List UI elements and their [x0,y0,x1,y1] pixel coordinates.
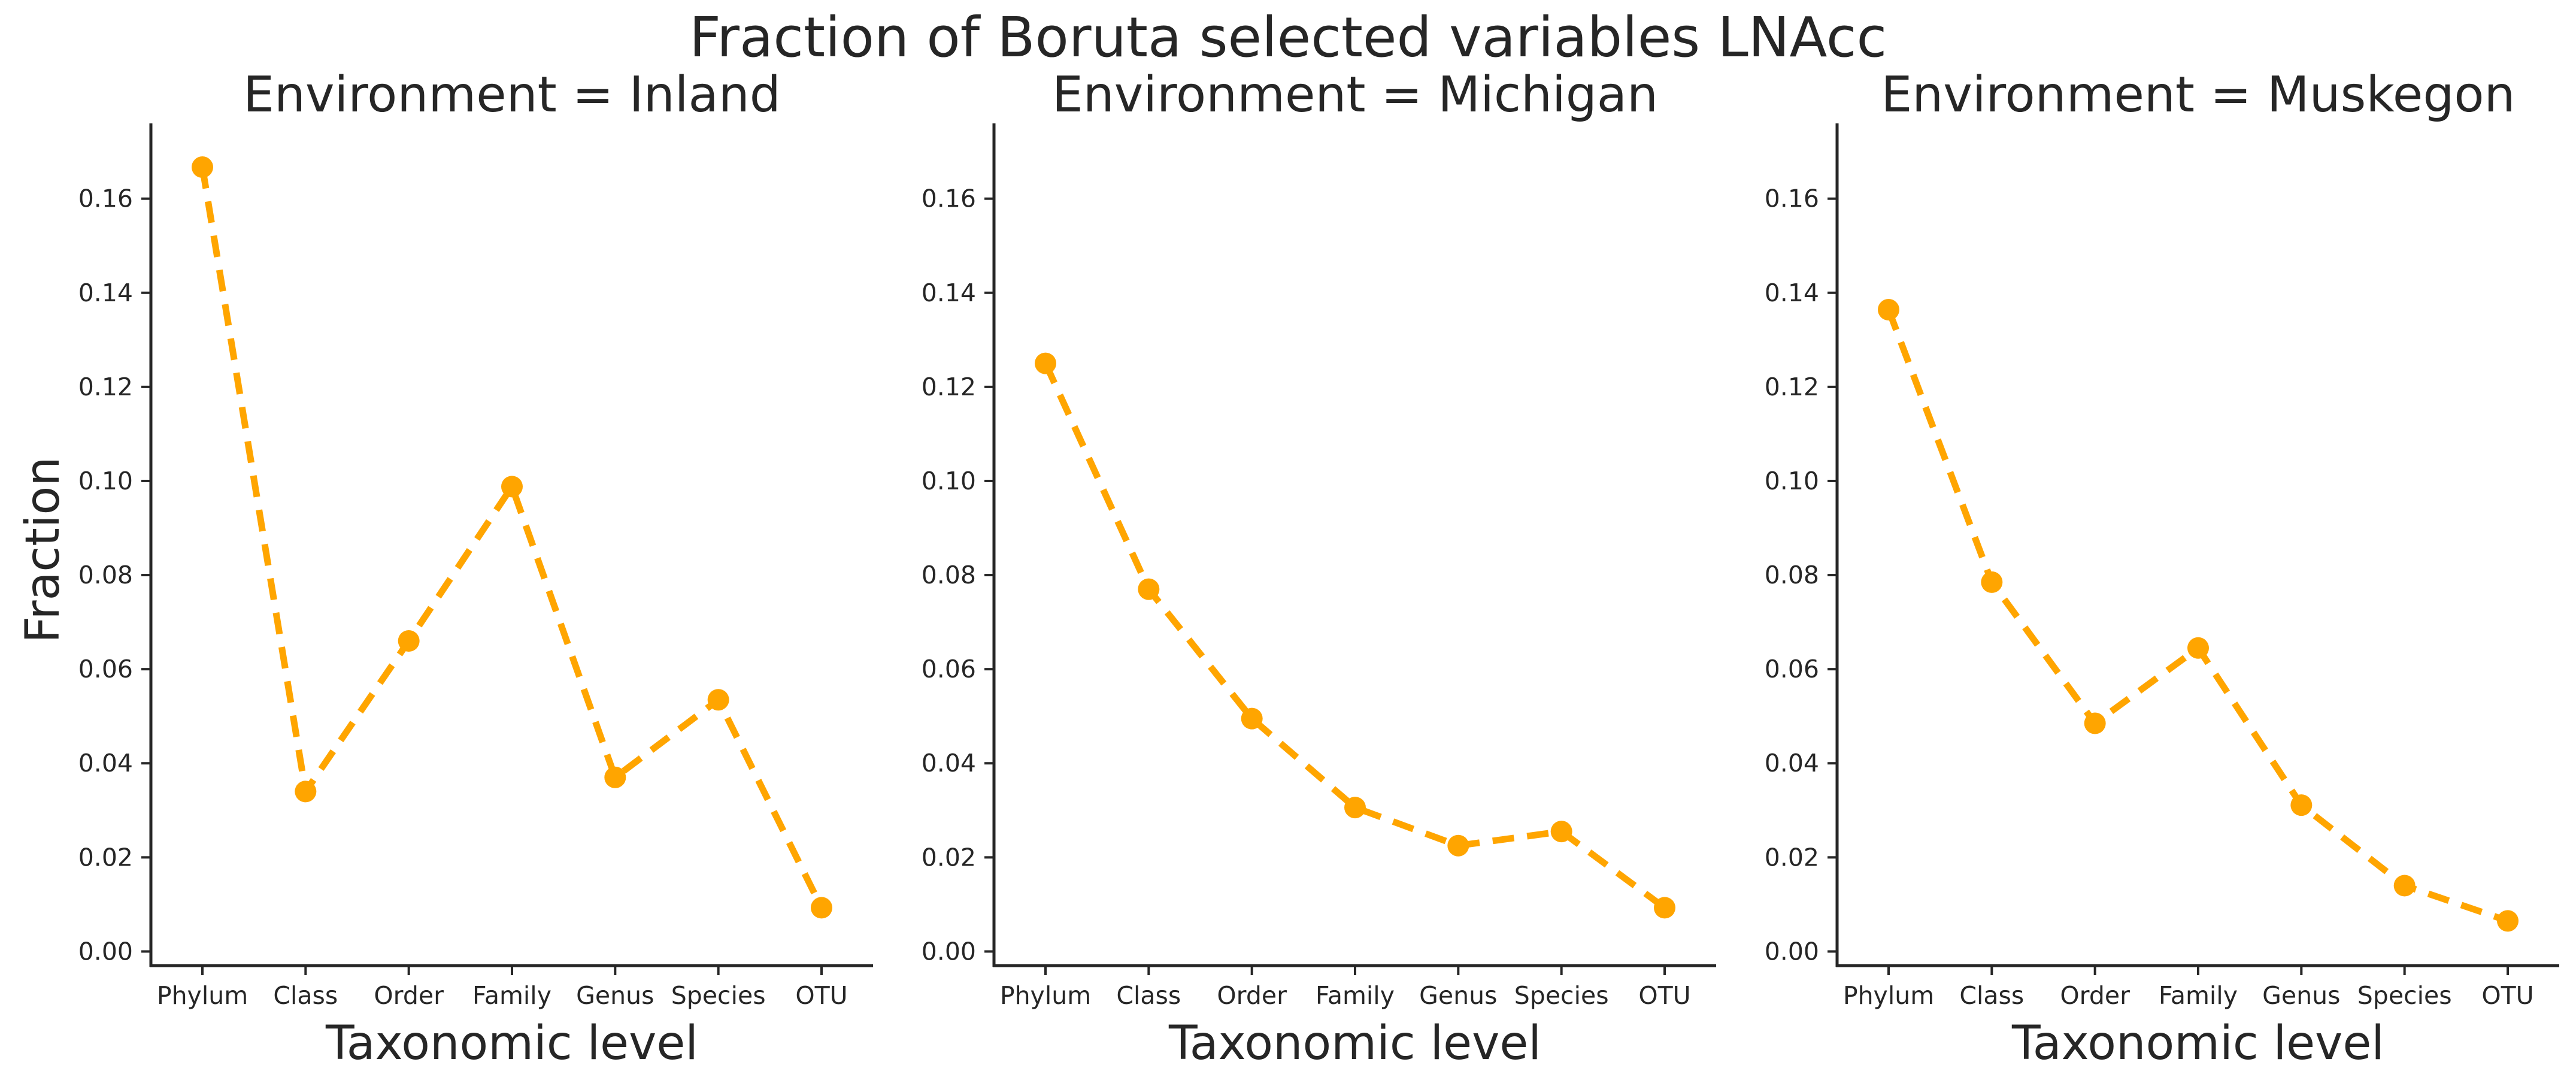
y-tick-label: 0.00 [1765,937,1819,966]
x-tick-label: OTU [2481,981,2533,1010]
y-tick-label: 0.02 [922,843,976,872]
data-point [1344,797,1366,819]
y-tick-label: 0.08 [78,561,133,589]
x-tick-label: Genus [1419,981,1497,1010]
x-tick-label: Family [472,981,551,1010]
y-tick-label: 0.00 [922,937,976,966]
y-tick-label: 0.00 [78,937,133,966]
x-tick-label: Order [2060,981,2130,1010]
data-point [192,156,213,179]
y-tick-label: 0.06 [1765,655,1819,683]
data-point [398,630,420,652]
panel-1: Environment = Inland 0.00 0.02 0.04 0.06 0.08… [78,66,873,1070]
data-point [1241,707,1263,730]
data-point [1447,834,1469,857]
series-line [1885,308,2509,924]
data-point [1878,299,1899,321]
data-point [2290,794,2313,816]
data-point [1981,571,2003,593]
data-point [1550,821,1572,843]
x-tick-label: OTU [1638,981,1690,1010]
data-point [295,781,317,803]
y-tick-label: 0.12 [78,373,133,401]
y-tick-label: 0.02 [78,843,133,872]
y-tick-label: 0.10 [78,467,133,495]
y-tick-label: 0.06 [78,655,133,683]
y-tick-label: 0.06 [922,655,976,683]
data-point [501,476,523,498]
y-axis-label: Fraction [16,456,70,643]
x-tick-label: Phylum [1000,981,1091,1010]
y-tick-label: 0.14 [1765,279,1819,307]
x-tick-label: Species [1514,981,1609,1010]
x-tick-label: Class [1116,981,1181,1010]
y-tick-label: 0.12 [922,373,976,401]
panel-title: Environment = Michigan [1052,66,1658,123]
panel-title: Environment = Inland [243,66,781,123]
y-tick-label: 0.14 [922,279,976,307]
x-axis-label: Taxonomic level [325,1017,698,1070]
data-point [1138,578,1160,600]
x-axis-label: Taxonomic level [1168,1017,1541,1070]
panel-3: Environment = Muskegon 0.00 0.02 0.04 0.06 0.… [1765,66,2559,1070]
y-tick-label: 0.14 [78,279,133,307]
x-tick-label: OTU [795,981,847,1010]
series-line [1042,362,1667,910]
x-tick-label: Family [1316,981,1395,1010]
y-tick-label: 0.04 [78,749,133,778]
data-point [2187,637,2209,659]
y-tick-label: 0.04 [922,749,976,778]
data-point [1654,897,1675,919]
y-tick-label: 0.08 [1765,561,1819,589]
x-tick-label: Order [1217,981,1287,1010]
y-tick-label: 0.02 [1765,843,1819,872]
panels: Environment = Inland 0.00 0.02 0.04 0.06 0.08… [78,66,2559,1070]
data-point [1035,352,1056,374]
y-tick-label: 0.10 [1765,467,1819,495]
y-tick-label: 0.16 [922,184,976,213]
x-tick-label: Phylum [1843,981,1934,1010]
y-tick-label: 0.04 [1765,749,1819,778]
panel-title: Environment = Muskegon [1881,66,2515,123]
data-point [2393,875,2416,897]
y-tick-label: 0.12 [1765,373,1819,401]
x-tick-label: Species [2357,981,2452,1010]
data-point [811,897,832,919]
y-tick-label: 0.16 [1765,184,1819,213]
data-point [604,766,626,788]
series-line [199,167,825,909]
x-tick-label: Class [273,981,338,1010]
panel-2: Environment = Michigan 0.00 0.02 0.04 0.06 0.… [922,66,1716,1070]
data-point [2084,712,2106,734]
data-point [2497,910,2519,932]
x-tick-label: Species [671,981,766,1010]
x-axis-label: Taxonomic level [2011,1017,2384,1070]
y-tick-label: 0.10 [922,467,976,495]
x-tick-label: Order [374,981,444,1010]
data-point [707,689,729,711]
x-tick-label: Genus [2262,981,2340,1010]
y-tick-label: 0.08 [922,561,976,589]
x-tick-label: Phylum [157,981,248,1010]
chart-title: Fraction of Boruta selected variables LN… [689,5,1887,69]
x-tick-label: Class [1959,981,2024,1010]
x-tick-label: Genus [576,981,654,1010]
y-tick-label: 0.16 [78,184,133,213]
x-tick-label: Family [2159,981,2238,1010]
